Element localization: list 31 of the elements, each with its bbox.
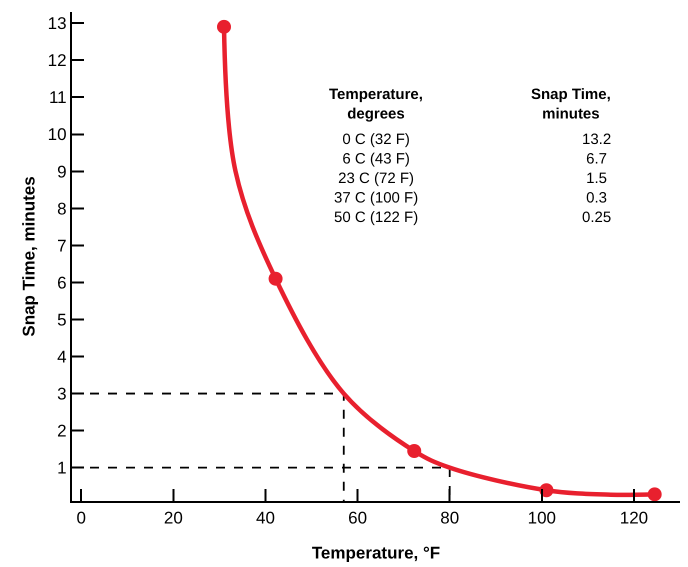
x-tick-label: 40 xyxy=(256,508,275,528)
annotation: 0 C (32 F) 6 C (43 F) 23 C (72 F) 37 C (100 F) 50 C (122 F) xyxy=(334,131,418,226)
point xyxy=(407,444,422,458)
annotation: Snap Time, minutes xyxy=(531,86,611,122)
x-tick-label: 0 xyxy=(76,508,86,528)
annotation: Temperature, degrees xyxy=(329,86,423,122)
y-tick-label: 5 xyxy=(57,310,67,330)
y-tick-label: 8 xyxy=(57,199,67,218)
x-tick-label: 60 xyxy=(348,508,368,528)
x-tick-label: 80 xyxy=(440,508,460,528)
x-tick-label: 20 xyxy=(164,508,183,528)
y-tick-label: 2 xyxy=(57,422,67,441)
y-axis-title: Snap Time, minutes xyxy=(20,176,39,337)
point xyxy=(268,272,283,286)
y-tick-label: 13 xyxy=(48,14,67,34)
y-tick-label: 1 xyxy=(57,458,67,478)
x-axis-title: Temperature, °F xyxy=(312,543,440,562)
point xyxy=(539,483,554,498)
y-tick-label: 9 xyxy=(57,162,67,182)
annotation: 13.2 6.7 1.5 0.3 0.25 xyxy=(582,131,612,226)
x-tick-label: 100 xyxy=(528,508,556,528)
point xyxy=(648,487,662,502)
y-tick-label: 6 xyxy=(57,273,67,292)
y-tick-label: 4 xyxy=(57,347,67,366)
y-tick-label: 12 xyxy=(48,51,67,70)
y-tick-label: 11 xyxy=(48,88,67,108)
y-tick-label: 10 xyxy=(48,125,67,144)
y-tick-label: 7 xyxy=(57,236,67,256)
point xyxy=(217,20,231,34)
y-tick-label: 3 xyxy=(57,384,67,404)
x-tick-label: 120 xyxy=(620,508,648,528)
